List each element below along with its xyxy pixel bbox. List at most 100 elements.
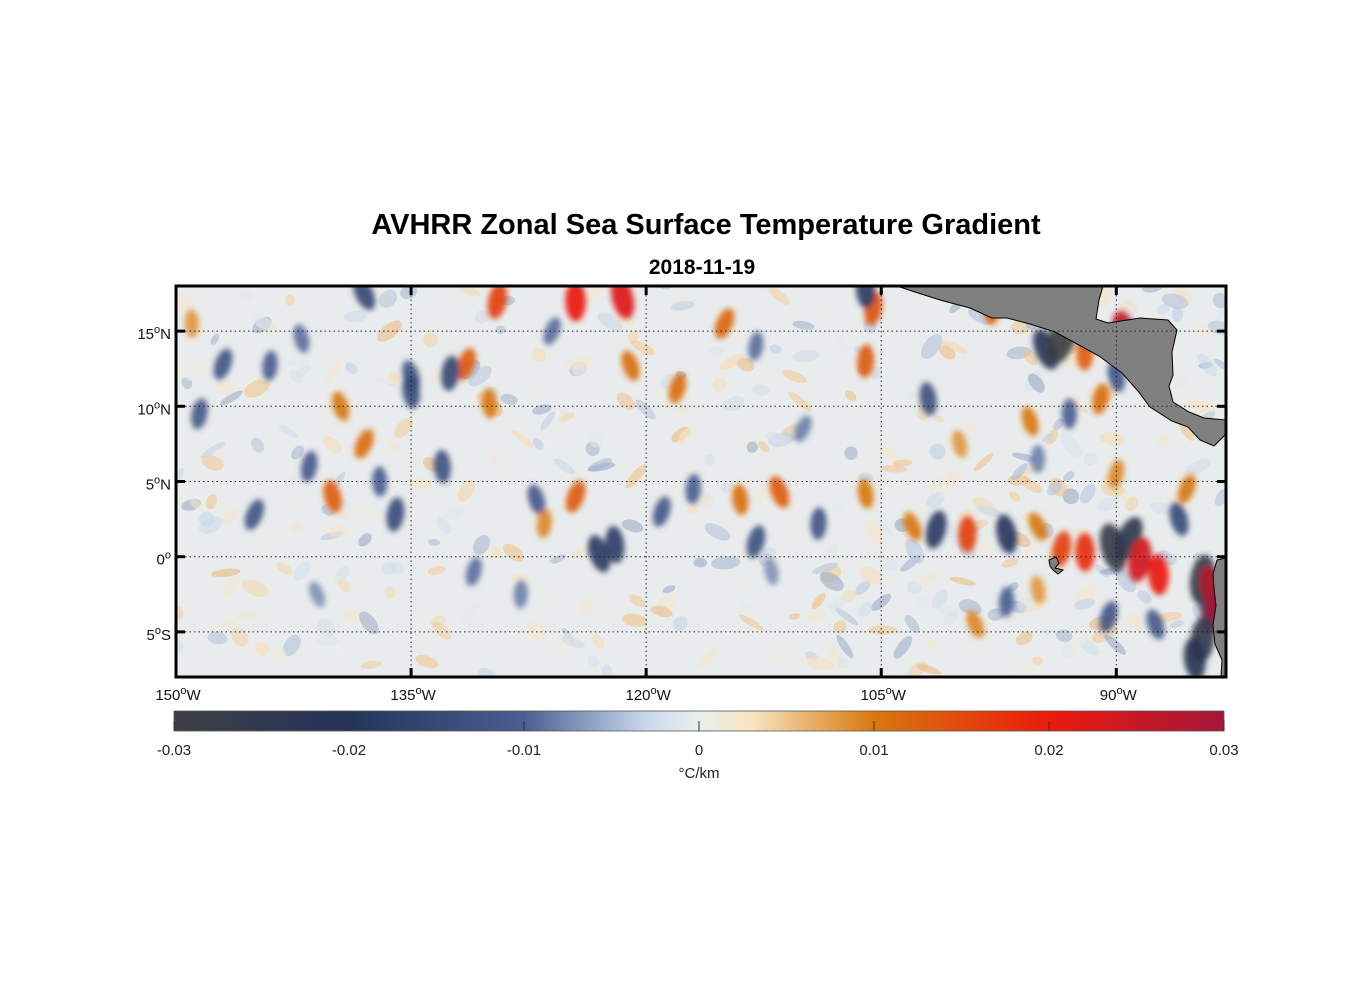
colorbar-ticks: -0.03 -0.02 -0.01 0 0.01 0.02 0.03 — [157, 721, 1239, 759]
gradient-noise-patch — [427, 566, 446, 575]
gradient-noise-patch — [219, 390, 243, 406]
gradient-noise-patch — [976, 505, 1004, 518]
gradient-noise-patch — [394, 417, 414, 438]
gradient-feature — [1169, 502, 1189, 536]
gradient-noise-patch — [719, 353, 745, 370]
gradient-feature — [1183, 637, 1206, 677]
gradient-noise-patch — [238, 291, 254, 301]
gradient-noise-patch — [1142, 286, 1164, 293]
chart-title: AVHRR Zonal Sea Surface Temperature Grad… — [371, 209, 1041, 241]
gradient-feature — [966, 610, 985, 639]
gradient-noise-patch — [958, 599, 982, 616]
gradient-feature — [1099, 601, 1118, 633]
gradient-noise-patch — [751, 487, 770, 505]
gradient-feature — [769, 476, 790, 508]
gradient-noise-patch — [291, 445, 304, 460]
gradient-noise-patch — [1150, 501, 1172, 515]
gradient-noise-patch — [738, 602, 752, 610]
gradient-noise-patch — [712, 378, 727, 393]
gradient-noise-patch — [1063, 471, 1075, 482]
gradient-noise-patch — [185, 357, 205, 378]
gradient-feature — [441, 355, 460, 391]
gradient-feature — [857, 344, 875, 378]
gradient-noise-patch — [532, 437, 544, 451]
gradient-feature — [536, 508, 552, 539]
gradient-noise-patch — [489, 547, 502, 559]
gradient-noise-patch — [337, 508, 350, 520]
gradient-noise-patch — [698, 646, 719, 669]
gradient-noise-patch — [733, 573, 750, 587]
gradient-noise-patch — [827, 598, 848, 610]
gradient-noise-patch — [635, 399, 656, 420]
gradient-noise-patch — [676, 428, 693, 446]
gradient-noise-patch — [812, 562, 839, 574]
gradient-noise-patch — [1032, 656, 1044, 665]
galapagos-island — [1048, 556, 1065, 575]
gradient-noise-patch — [322, 435, 343, 454]
gradient-feature — [1028, 512, 1048, 541]
gradient-feature — [300, 451, 318, 482]
gradient-noise-patch — [489, 453, 499, 467]
gradient-noise-patch — [838, 656, 850, 669]
gradient-noise-patch — [662, 485, 684, 498]
gradient-noise-patch — [559, 412, 575, 422]
gradient-noise-patch — [1016, 597, 1034, 612]
gradient-noise-patch — [693, 557, 708, 568]
gradient-feature — [1146, 609, 1165, 640]
gradient-noise-patch — [1212, 292, 1226, 309]
gradient-noise-patch — [215, 380, 234, 396]
gradient-noise-patch — [571, 544, 592, 558]
gradient-noise-patch — [472, 534, 491, 555]
gradient-noise-patch — [825, 543, 840, 557]
gradient-noise-patch — [1027, 373, 1045, 393]
gradient-noise-patch — [561, 636, 585, 649]
gradient-feature — [746, 525, 766, 559]
gradient-noise-patch — [1156, 304, 1170, 315]
gradient-noise-patch — [587, 654, 600, 668]
gradient-feature — [565, 480, 586, 513]
gradient-noise-patch — [657, 595, 678, 609]
gradient-noise-patch — [710, 556, 741, 570]
gradient-noise-patch — [884, 478, 901, 493]
gradient-noise-patch — [457, 286, 481, 297]
gradient-noise-patch — [933, 415, 944, 423]
gradient-noise-patch — [1046, 480, 1063, 496]
map-axis-ticks: 150oW 135oW 120oW 105oW 90oW 15oN 10oN 5oN 0o 5oS — [137, 286, 1226, 704]
gradient-noise-patch — [627, 329, 640, 345]
gradient-noise-patch — [539, 561, 554, 575]
gradient-noise-patch — [601, 664, 613, 677]
gradient-noise-patch — [833, 620, 847, 634]
gradient-features — [184, 286, 1226, 677]
gradient-noise-patch — [222, 509, 239, 524]
gradient-feature — [293, 324, 310, 353]
gradient-noise-patch — [285, 360, 297, 368]
gradient-noise-patch — [943, 612, 959, 626]
axis-tick-label: 0o — [157, 550, 171, 569]
gradient-noise-patch — [1070, 632, 1089, 655]
gradient-noise-patch — [738, 614, 764, 631]
gradient-feature — [652, 496, 671, 527]
gradient-noise-patch — [1062, 488, 1080, 505]
gradient-noise-patch — [773, 650, 787, 663]
gradient-feature — [732, 483, 749, 516]
gradient-noise-patch — [338, 578, 351, 593]
gradient-feature — [610, 286, 635, 319]
gradient-feature — [308, 581, 326, 608]
gradient-noise-patch — [548, 554, 566, 565]
colorbar-tick-label: -0.03 — [157, 742, 191, 759]
gradient-noise-patch — [290, 522, 303, 532]
axis-tick-label: 10oN — [137, 399, 171, 418]
gradient-noise-patch — [1083, 452, 1097, 466]
gradient-noise-patch — [769, 344, 782, 354]
gradient-noise-patch — [758, 440, 770, 453]
gradient-noise-patch — [1187, 399, 1216, 414]
gradient-noise-patch — [892, 459, 913, 467]
gradient-noise-patch — [500, 393, 518, 405]
gradient-noise-patch — [1213, 358, 1226, 372]
land-layer — [896, 286, 1226, 677]
gradient-noise-patch — [432, 621, 452, 640]
gradient-noise-patch — [541, 596, 557, 610]
gradient-noise-patch — [931, 589, 948, 609]
gradient-noise-patch — [281, 505, 296, 519]
gradient-noise-patch — [558, 404, 570, 415]
